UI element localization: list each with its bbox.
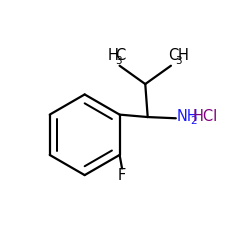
Text: 2: 2 — [190, 116, 196, 126]
Text: NH: NH — [177, 109, 199, 124]
Text: F: F — [118, 168, 126, 183]
Text: H: H — [177, 48, 188, 63]
Text: C: C — [168, 48, 179, 63]
Text: 3: 3 — [115, 56, 121, 66]
Text: H: H — [108, 48, 118, 63]
Text: C: C — [115, 48, 125, 63]
Text: HCl: HCl — [192, 109, 218, 124]
Text: 3: 3 — [175, 56, 182, 66]
